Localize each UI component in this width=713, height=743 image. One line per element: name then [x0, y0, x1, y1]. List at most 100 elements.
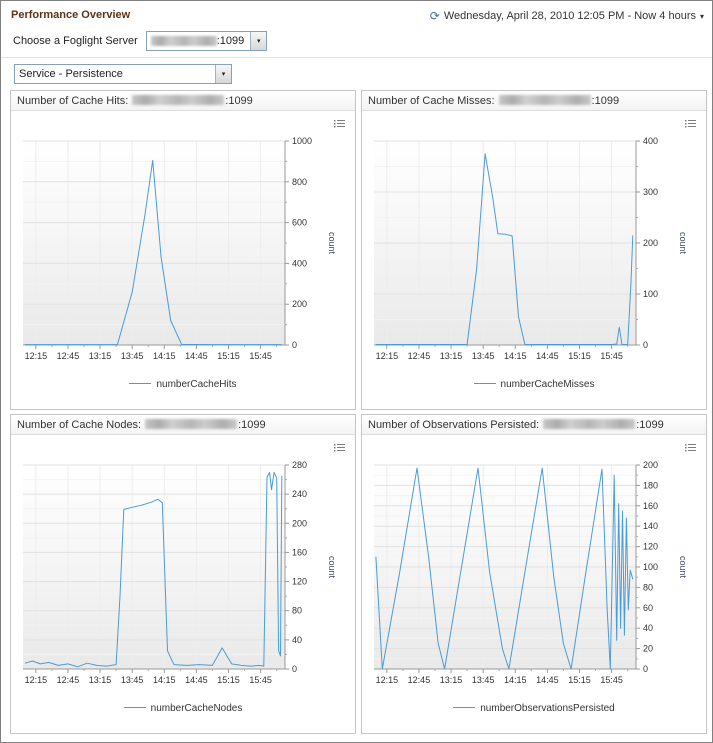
svg-text:40: 40 [292, 635, 302, 645]
svg-text:15:15: 15:15 [568, 675, 591, 685]
chart-title-text: Number of Cache Hits: [17, 95, 129, 107]
svg-text:12:15: 12:15 [376, 351, 399, 361]
svg-text:20: 20 [643, 644, 653, 654]
chevron-down-icon [700, 10, 704, 22]
time-range-control[interactable]: Wednesday, April 28, 2010 12:05 PM - Now… [430, 9, 704, 23]
svg-text:60: 60 [643, 603, 653, 613]
chart-legend: numberCacheHits [11, 379, 355, 390]
svg-text:15:45: 15:45 [600, 675, 623, 685]
legend-label: numberCacheHits [156, 379, 237, 390]
svg-text:200: 200 [643, 238, 658, 248]
legend-label: numberCacheMisses [500, 379, 595, 390]
svg-text:13:15: 13:15 [440, 675, 463, 685]
svg-text:14:15: 14:15 [504, 351, 527, 361]
svg-text:180: 180 [643, 480, 658, 490]
server-select-row: Choose a Foglight Server :1099 [1, 23, 712, 58]
chart-title-text: Number of Cache Nodes: [17, 419, 142, 431]
svg-text:0: 0 [292, 340, 297, 350]
svg-text:12:45: 12:45 [57, 351, 80, 361]
chart-legend: numberCacheMisses [362, 379, 706, 390]
svg-text:400: 400 [643, 136, 658, 146]
chevron-down-icon[interactable] [215, 65, 231, 83]
time-refresh-icon [430, 9, 440, 23]
svg-text:13:45: 13:45 [472, 351, 495, 361]
svg-text:0: 0 [643, 340, 648, 350]
svg-text:15:45: 15:45 [249, 351, 272, 361]
line-chart: 12:15 12:45 13:15 13:45 14:15 14:45 15:15 15:45… [364, 133, 706, 377]
svg-text:80: 80 [643, 582, 653, 592]
chart-title-port: :1099 [225, 95, 253, 107]
chart-panel-observations-persisted: Number of Observations Persisted: :1099 1… [361, 414, 707, 734]
chart-panel-cache-misses: Number of Cache Misses: :1099 12:15 12:45 1… [361, 90, 707, 410]
svg-text:0: 0 [292, 664, 297, 674]
service-select[interactable]: Service - Persistence [14, 64, 232, 84]
svg-text:count: count [327, 556, 337, 579]
svg-text:140: 140 [643, 521, 658, 531]
chart-options-icon[interactable] [684, 118, 697, 129]
page-title: Performance Overview [11, 9, 131, 21]
svg-text:80: 80 [292, 606, 302, 616]
chevron-down-icon[interactable] [250, 32, 267, 50]
chart-title-port: :1099 [238, 419, 266, 431]
svg-text:count: count [327, 232, 337, 255]
svg-text:160: 160 [643, 501, 658, 511]
svg-text:160: 160 [292, 547, 307, 557]
svg-text:15:45: 15:45 [600, 351, 623, 361]
line-chart: 12:15 12:45 13:15 13:45 14:15 14:45 15:15 15:45… [13, 457, 355, 701]
line-chart: 12:15 12:45 13:15 13:45 14:15 14:45 15:15 15:45… [364, 457, 706, 701]
svg-text:12:45: 12:45 [57, 675, 80, 685]
chart-title-port: :1099 [636, 419, 664, 431]
svg-text:15:45: 15:45 [249, 675, 272, 685]
chart-panel-title: Number of Cache Misses: :1099 [362, 91, 706, 111]
svg-text:count: count [678, 232, 688, 255]
chart-panel-cache-hits: Number of Cache Hits: :1099 12:15 12:45 13:… [10, 90, 356, 410]
svg-text:13:45: 13:45 [121, 675, 144, 685]
charts-grid: Number of Cache Hits::1099 12:15 12:45 13:… [10, 90, 707, 734]
svg-text:12:15: 12:15 [376, 675, 399, 685]
chart-title-text: Number of Observations Persisted: [368, 419, 540, 431]
svg-text:800: 800 [292, 177, 307, 187]
top-bar: Performance Overview Wednesday, April 28… [1, 1, 712, 23]
legend-line-swatch [129, 383, 152, 384]
chart-options-icon[interactable] [333, 442, 346, 453]
svg-text:14:45: 14:45 [185, 675, 208, 685]
svg-text:12:45: 12:45 [408, 351, 431, 361]
chart-legend: numberObservationsPersisted [362, 703, 706, 714]
svg-text:1000: 1000 [292, 136, 312, 146]
svg-text:14:45: 14:45 [536, 675, 559, 685]
chart-options-icon[interactable] [333, 118, 346, 129]
time-range-text: Wednesday, April 28, 2010 12:05 PM - Now… [443, 10, 696, 22]
svg-text:600: 600 [292, 218, 307, 228]
svg-text:13:45: 13:45 [121, 351, 144, 361]
svg-text:12:15: 12:15 [25, 675, 48, 685]
redacted-server-name [543, 419, 636, 429]
svg-text:12:15: 12:15 [25, 351, 48, 361]
chart-panel-title: Number of Cache Hits: :1099 [11, 91, 355, 111]
redacted-server-name [145, 419, 238, 429]
server-select-label: Choose a Foglight Server [13, 35, 138, 47]
svg-text:13:15: 13:15 [440, 351, 463, 361]
legend-line-swatch [123, 707, 146, 708]
svg-text:200: 200 [643, 460, 658, 470]
server-port: :1099 [216, 35, 245, 47]
server-select[interactable]: :1099 [145, 31, 268, 51]
svg-text:13:15: 13:15 [89, 675, 112, 685]
chart-title-port: :1099 [591, 95, 620, 107]
svg-text:40: 40 [643, 623, 653, 633]
chart-title-text: Number of Cache Misses: [368, 95, 495, 107]
chart-options-icon[interactable] [684, 442, 697, 453]
chart-panel-title: Number of Observations Persisted: :1099 [362, 415, 706, 435]
legend-label: numberCacheNodes [150, 703, 243, 714]
svg-text:15:15: 15:15 [217, 351, 240, 361]
legend-line-swatch [453, 707, 476, 708]
svg-text:count: count [678, 556, 688, 579]
svg-text:400: 400 [292, 258, 307, 268]
svg-text:15:15: 15:15 [217, 675, 240, 685]
service-select-value: Service - Persistence [19, 68, 123, 80]
svg-text:12:45: 12:45 [408, 675, 431, 685]
svg-text:14:15: 14:15 [153, 675, 176, 685]
chart-legend: numberCacheNodes [11, 703, 355, 714]
legend-label: numberObservationsPersisted [480, 703, 615, 714]
redacted-server-name [132, 95, 225, 105]
svg-text:300: 300 [643, 187, 658, 197]
